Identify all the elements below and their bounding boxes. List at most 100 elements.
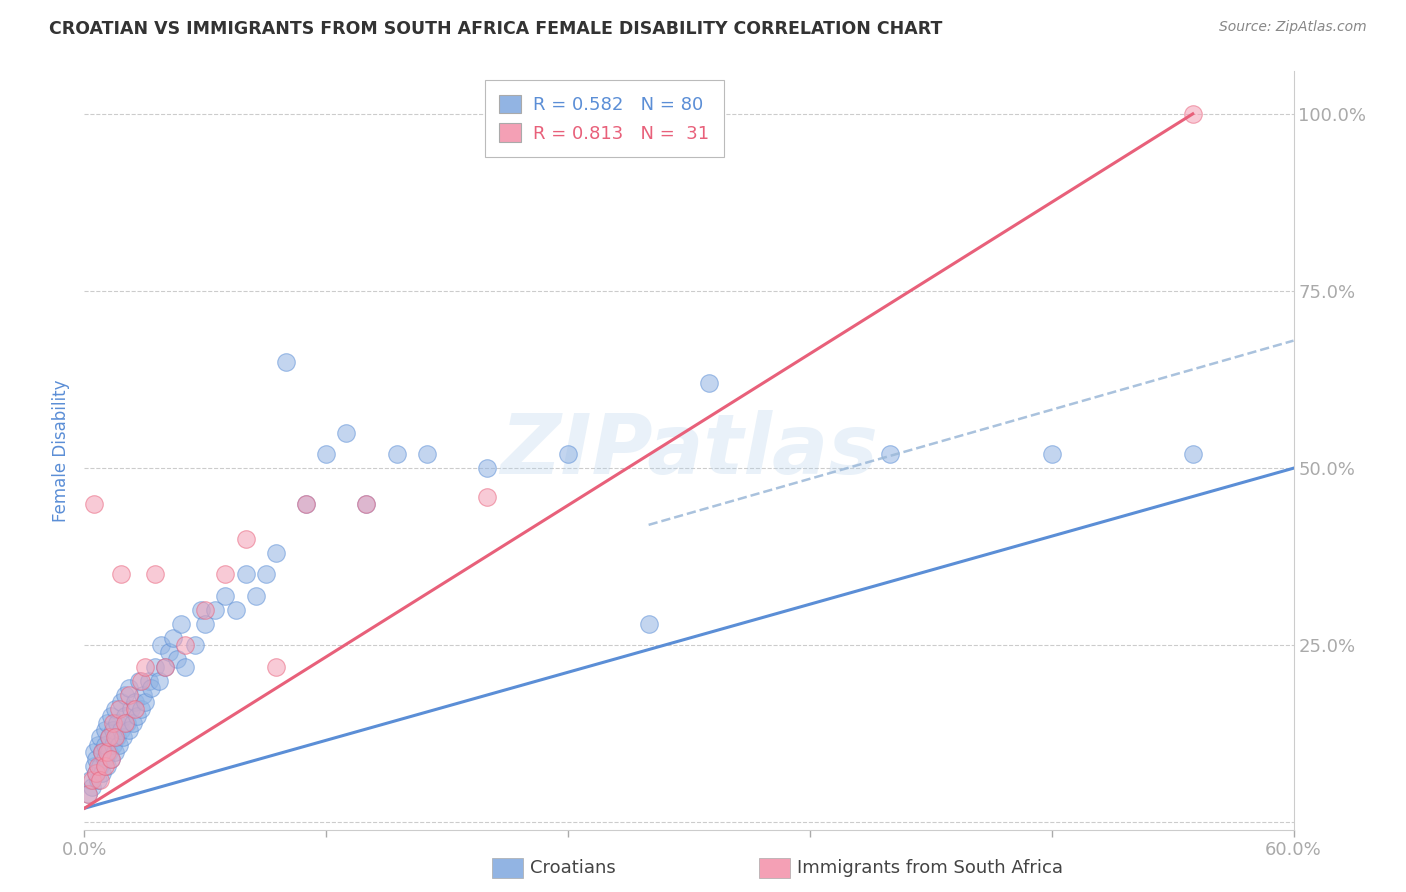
Point [91,745,114,759]
Point [118,681,141,695]
Point [93,723,115,738]
Point [107,738,129,752]
Point [125,709,148,723]
Point [79,772,101,787]
Text: Croatians: Croatians [530,859,616,877]
Point [637,617,659,632]
Text: CROATIAN VS IMMIGRANTS FROM SOUTH AFRICA FEMALE DISABILITY CORRELATION CHART: CROATIAN VS IMMIGRANTS FROM SOUTH AFRICA… [49,20,942,37]
Point [477,490,499,504]
Point [245,589,267,603]
Point [91,765,114,780]
Point [101,723,124,738]
Point [114,688,136,702]
Point [124,695,146,709]
Point [124,702,146,716]
Point [118,723,141,738]
Point [89,759,111,773]
Point [77,787,100,801]
Point [83,759,105,773]
Point [100,709,122,723]
Point [138,673,160,688]
Point [89,772,111,787]
Point [129,702,152,716]
Point [87,772,110,787]
Point [97,731,120,745]
Point [101,716,124,731]
Point [557,447,579,461]
Text: Source: ZipAtlas.com: Source: ZipAtlas.com [1219,20,1367,34]
Point [89,731,111,745]
Text: Immigrants from South Africa: Immigrants from South Africa [797,859,1063,877]
Point [82,780,104,794]
Point [204,603,226,617]
Point [194,603,217,617]
Point [104,702,127,716]
Point [225,603,247,617]
Point [87,759,110,773]
Point [101,738,124,752]
Point [96,716,118,731]
Point [170,617,193,632]
Point [295,497,318,511]
Point [115,716,138,731]
Point [77,787,100,801]
Point [274,355,297,369]
Point [132,688,155,702]
Point [143,567,166,582]
Point [1040,447,1063,461]
Point [134,659,156,673]
Point [148,673,170,688]
Point [134,695,156,709]
Point [174,638,197,652]
Point [477,461,499,475]
Point [86,765,108,780]
Point [1181,447,1204,461]
Point [121,716,143,731]
Point [83,497,105,511]
Point [153,659,176,673]
Point [114,709,136,723]
Point [104,731,127,745]
Point [295,497,318,511]
Point [1181,107,1204,121]
Point [129,673,152,688]
Point [157,645,180,659]
Point [139,681,162,695]
Point [128,673,150,688]
Point [166,652,188,666]
Point [93,738,115,752]
Point [315,447,337,461]
Point [335,425,357,440]
Text: ZIPatlas: ZIPatlas [501,410,877,491]
Point [143,659,166,673]
Point [83,745,105,759]
Point [264,546,287,560]
Point [254,567,277,582]
Point [104,745,127,759]
Point [356,497,378,511]
Point [120,702,142,716]
Y-axis label: Female Disability: Female Disability [52,379,70,522]
Point [86,752,108,766]
Point [105,716,128,731]
Point [264,659,287,673]
Point [111,731,134,745]
Point [82,772,104,787]
Point [105,731,128,745]
Point [174,659,197,673]
Point [235,532,257,546]
Point [697,376,720,391]
Point [100,752,122,766]
Point [194,617,217,632]
Point [153,659,176,673]
Point [149,638,172,652]
Point [235,567,257,582]
Point [100,752,122,766]
Point [118,688,141,702]
Point [87,738,110,752]
Point [190,603,212,617]
Point [879,447,901,461]
Point [93,752,115,766]
Point [162,632,184,646]
Point [107,702,129,716]
